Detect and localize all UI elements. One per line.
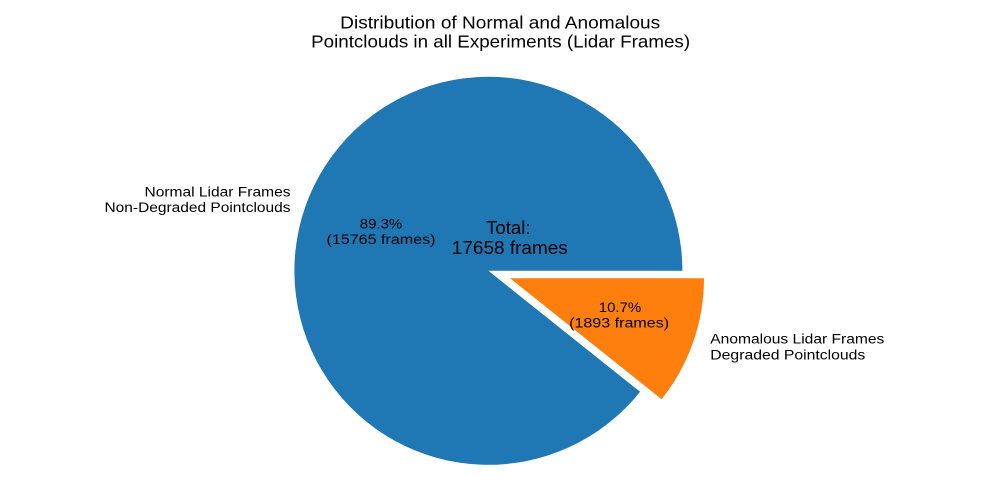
svg-text:Total:: Total: (486, 217, 531, 238)
svg-text:Distribution of Normal and Ano: Distribution of Normal and Anomalous (340, 13, 660, 33)
svg-text:Anomalous Lidar Frames: Anomalous Lidar Frames (710, 332, 884, 348)
svg-text:(1893 frames): (1893 frames) (569, 315, 669, 331)
svg-text:Pointclouds in all Experiments: Pointclouds in all Experiments (Lidar Fr… (311, 32, 690, 52)
svg-text:Degraded Pointclouds: Degraded Pointclouds (710, 348, 865, 364)
svg-text:(15765 frames): (15765 frames) (327, 232, 436, 248)
svg-text:Non-Degraded Pointclouds: Non-Degraded Pointclouds (105, 200, 291, 216)
svg-text:17658 frames: 17658 frames (452, 237, 568, 258)
svg-text:10.7%: 10.7% (599, 300, 642, 316)
svg-text:Normal Lidar Frames: Normal Lidar Frames (145, 185, 291, 201)
svg-text:89.3%: 89.3% (360, 217, 403, 233)
